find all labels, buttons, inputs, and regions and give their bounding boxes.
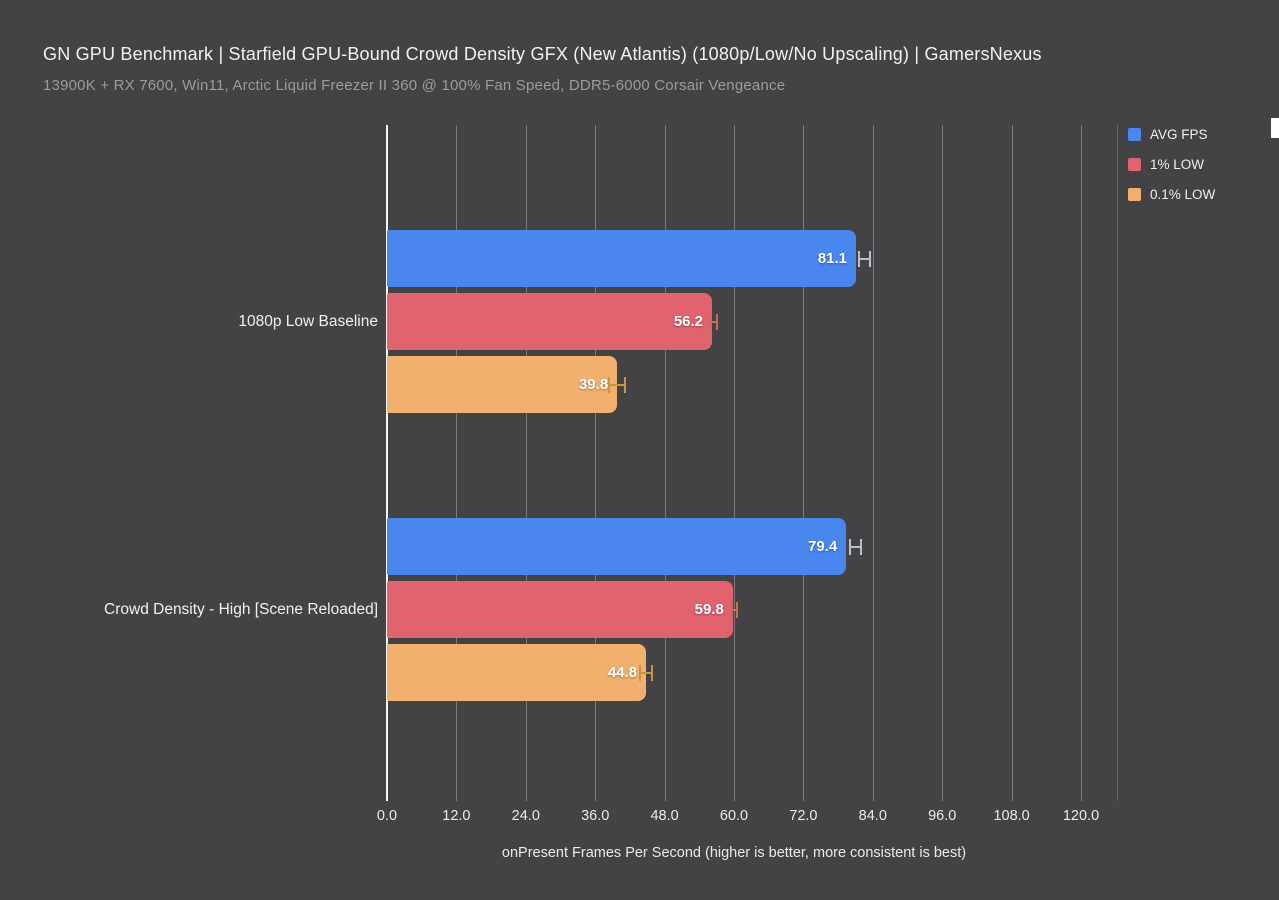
x-tick-label: 60.0 xyxy=(719,808,749,824)
y-axis-line xyxy=(386,125,388,801)
gridline xyxy=(734,125,735,801)
error-bar xyxy=(730,601,739,618)
error-bar xyxy=(709,313,719,330)
gridline xyxy=(803,125,805,801)
gridline xyxy=(942,125,944,801)
bar-value-label: 39.8 xyxy=(578,376,609,393)
error-bar-cap xyxy=(736,601,739,618)
plot-right-border xyxy=(1117,125,1118,801)
legend-label: 0.1% LOW xyxy=(1150,186,1216,202)
error-bar-line xyxy=(730,608,739,611)
legend-swatch xyxy=(1128,127,1141,141)
error-bar xyxy=(848,538,862,555)
bar: 39.8 xyxy=(387,356,618,413)
x-tick-label: 120.0 xyxy=(1062,808,1100,824)
legend-swatch xyxy=(1128,187,1141,201)
x-tick-label: 12.0 xyxy=(442,808,471,824)
x-tick-label: 72.0 xyxy=(789,808,818,824)
plot-area: 81.1 56.2 39.8 79.4 59.8 44.8 xyxy=(386,125,1118,801)
legend: AVG FPS 1% LOW 0.1% LOW xyxy=(1128,126,1215,216)
edge-artifact xyxy=(1271,118,1279,138)
category-label: Crowd Density - High [Scene Reloaded] xyxy=(104,600,378,618)
gridline xyxy=(664,125,666,801)
legend-item: 1% LOW xyxy=(1128,156,1215,172)
bar-value-label: 44.8 xyxy=(607,664,638,681)
error-bar-line xyxy=(639,671,654,674)
error-bar-cap xyxy=(859,538,862,555)
bar-value-label: 59.8 xyxy=(694,601,724,618)
bar: 81.1 xyxy=(387,230,857,287)
gridline xyxy=(456,125,458,801)
legend-label: 1% LOW xyxy=(1150,156,1205,172)
gridline xyxy=(525,125,527,801)
error-bar-cap xyxy=(857,250,860,267)
category-label: 1080p Low Baseline xyxy=(238,312,378,330)
error-bar-cap xyxy=(651,664,654,681)
bar: 44.8 xyxy=(387,644,647,701)
error-bar-line xyxy=(857,257,872,260)
bar: 59.8 xyxy=(387,581,733,638)
bar-value-label: 56.2 xyxy=(673,313,704,330)
error-bar-cap xyxy=(639,664,642,681)
legend-label: AVG FPS xyxy=(1150,126,1208,142)
chart-title: GN GPU Benchmark | Starfield GPU-Bound C… xyxy=(43,44,1042,64)
gridline xyxy=(595,125,597,801)
chart-subtitle: 13900K + RX 7600, Win11, Arctic Liquid F… xyxy=(43,77,786,94)
x-tick-label: 36.0 xyxy=(581,808,610,824)
error-bar xyxy=(607,376,626,393)
x-axis-title: onPresent Frames Per Second (higher is b… xyxy=(501,845,967,861)
legend-swatch xyxy=(1128,157,1141,171)
bar-value-label: 79.4 xyxy=(807,538,838,555)
bar: 79.4 xyxy=(387,518,847,575)
error-bar-line xyxy=(607,383,626,386)
error-bar xyxy=(857,250,872,267)
gridline xyxy=(1011,125,1013,801)
legend-item: AVG FPS xyxy=(1128,126,1215,142)
x-tick-label: 0.0 xyxy=(376,808,398,824)
error-bar-cap xyxy=(716,313,719,330)
bar-value-label: 81.1 xyxy=(817,250,848,267)
x-tick-label: 24.0 xyxy=(511,808,540,824)
x-tick-label: 96.0 xyxy=(928,808,957,824)
error-bar-cap xyxy=(623,376,626,393)
error-bar-cap xyxy=(709,313,712,330)
gridline xyxy=(1081,125,1082,801)
x-tick-label: 108.0 xyxy=(993,808,1030,824)
error-bar xyxy=(639,664,654,681)
error-bar-line xyxy=(848,545,862,548)
error-bar-line xyxy=(709,320,719,323)
error-bar-cap xyxy=(848,538,851,555)
x-tick-label: 48.0 xyxy=(650,808,679,824)
error-bar-cap xyxy=(730,601,733,618)
gridline xyxy=(872,125,874,801)
legend-item: 0.1% LOW xyxy=(1128,186,1215,202)
error-bar-cap xyxy=(607,376,610,393)
error-bar-cap xyxy=(869,250,872,267)
x-tick-label: 84.0 xyxy=(858,808,887,824)
bar: 56.2 xyxy=(387,293,713,350)
